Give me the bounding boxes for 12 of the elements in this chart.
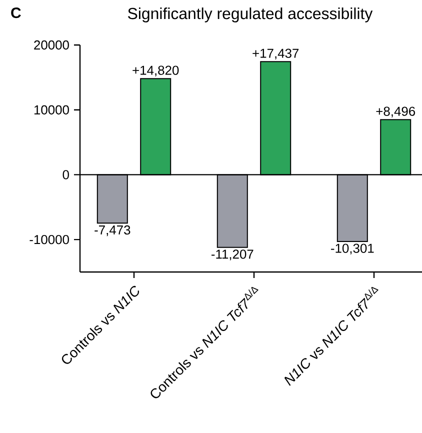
chart-title: Significantly regulated accessibility xyxy=(128,8,373,22)
data-label: -10,301 xyxy=(331,244,374,254)
text: C xyxy=(11,8,21,18)
data-label: +17,437 xyxy=(252,48,299,60)
y-tick-label: -10000 xyxy=(30,234,69,244)
data-label: +8,496 xyxy=(376,106,416,118)
data-label: -11,207 xyxy=(212,250,254,260)
y-tick-label: 0 xyxy=(62,170,69,180)
y-tick-label: 10000 xyxy=(34,105,69,114)
data-label: +14,820 xyxy=(132,66,179,76)
data-label: -7,473 xyxy=(94,225,130,236)
y-tick-label: 20000 xyxy=(34,40,69,50)
